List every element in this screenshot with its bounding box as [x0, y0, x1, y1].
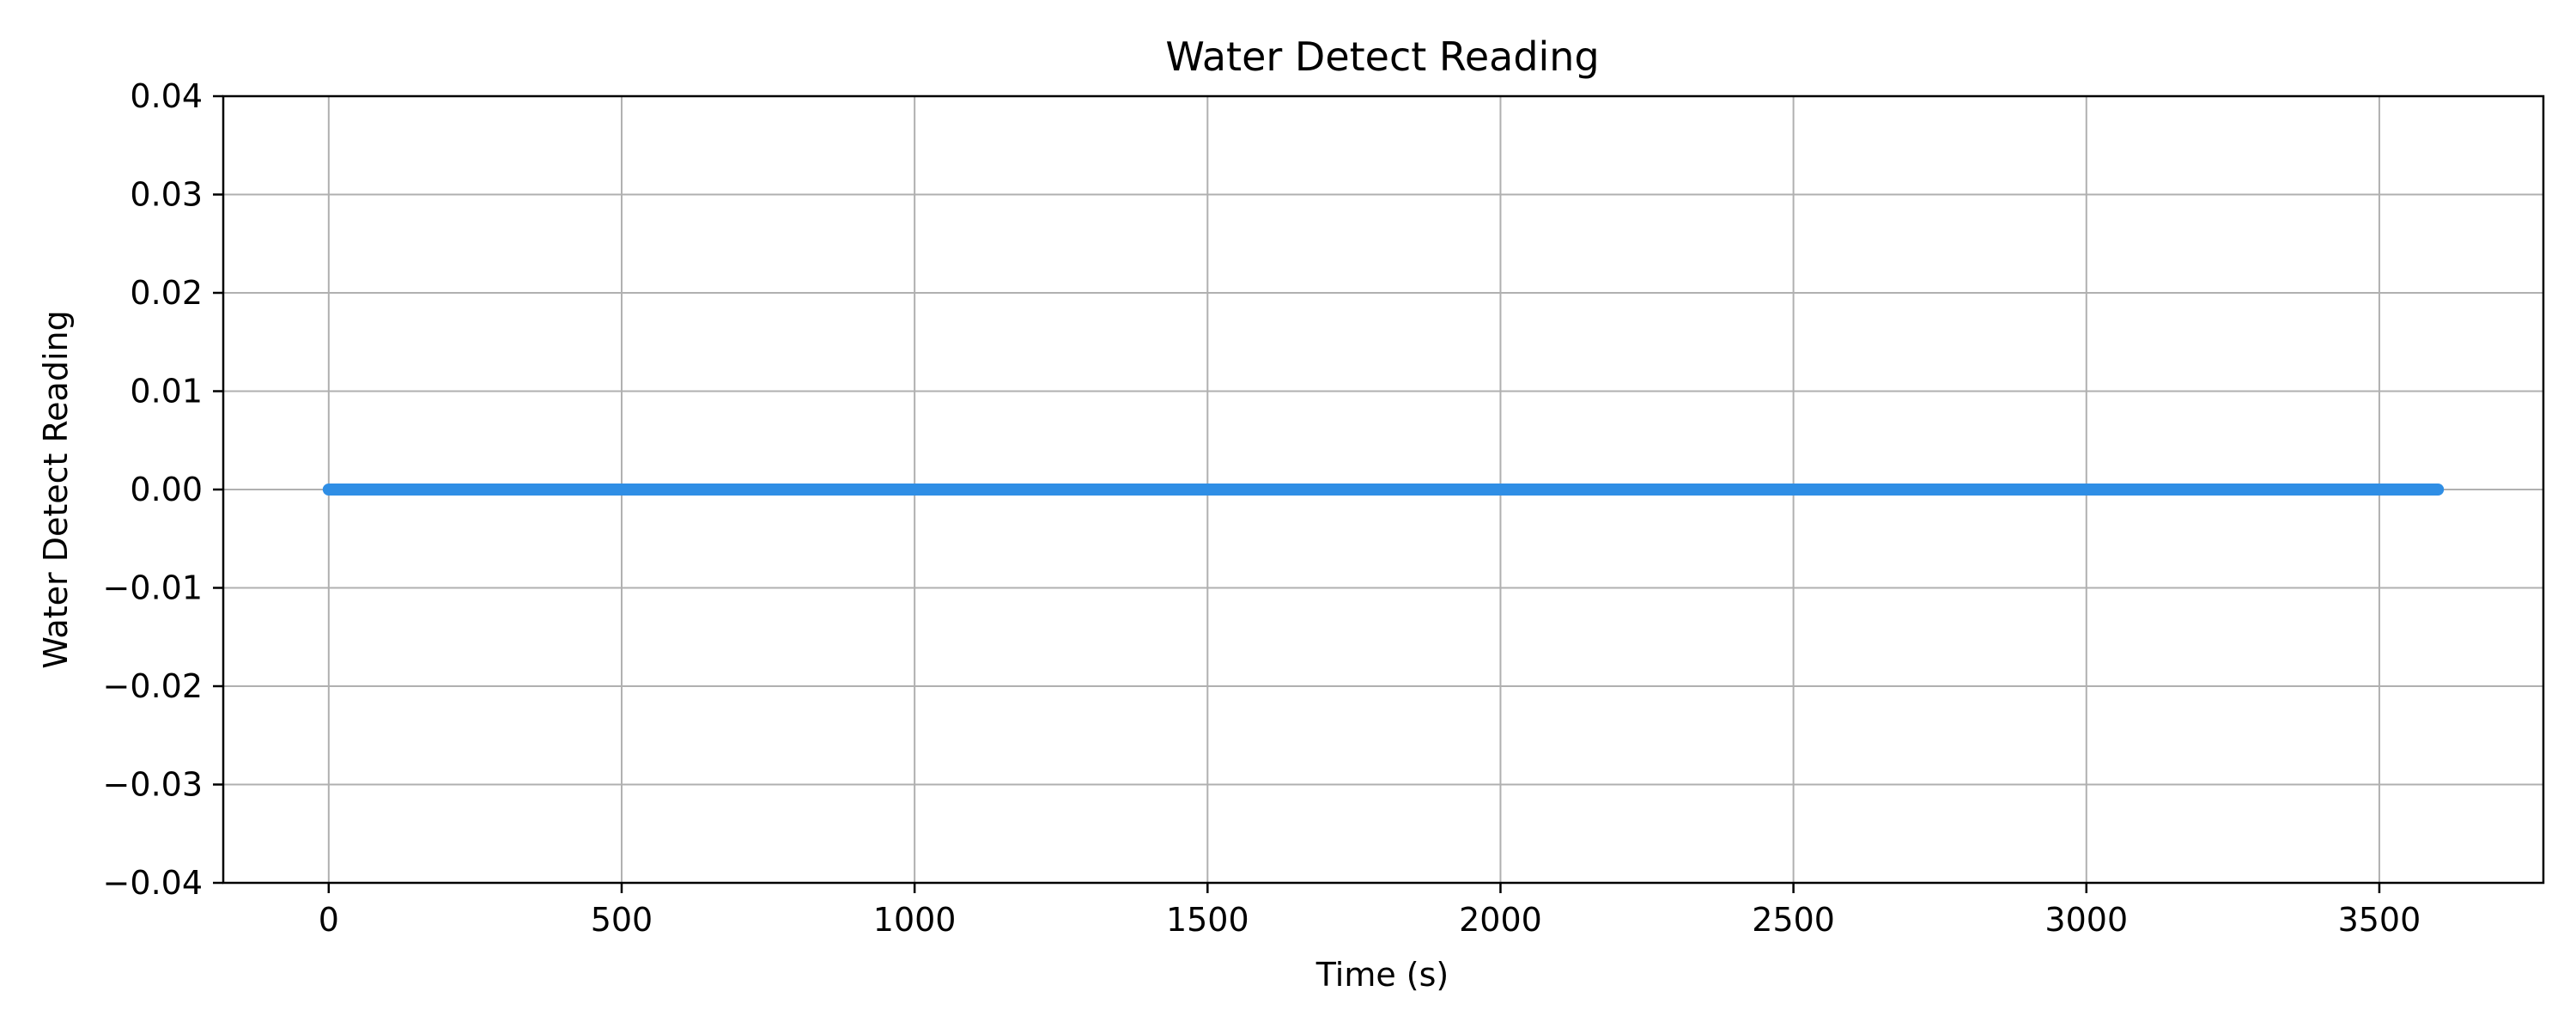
- y-tick-label: −0.04: [103, 864, 203, 902]
- x-tick-label: 3500: [2338, 901, 2421, 939]
- y-tick-label: −0.01: [103, 569, 203, 607]
- x-tick-label: 0: [319, 901, 339, 939]
- y-tick-label: −0.03: [103, 766, 203, 804]
- x-axis-label: Time (s): [1315, 956, 1449, 994]
- x-tick-label: 1500: [1166, 901, 1249, 939]
- y-tick-label: −0.02: [103, 667, 203, 705]
- y-tick-label: 0.01: [130, 373, 203, 411]
- x-tick-label: 500: [591, 901, 653, 939]
- y-axis: −0.04 −0.03 −0.02 −0.01 0.00 0.01 0.02 0.03 0.04: [103, 77, 223, 902]
- y-tick-label: 0.02: [130, 274, 203, 312]
- chart-title: Water Detect Reading: [1165, 33, 1599, 80]
- x-tick-label: 3000: [2044, 901, 2128, 939]
- y-tick-label: 0.00: [130, 471, 203, 508]
- y-tick-label: 0.04: [130, 77, 203, 115]
- x-tick-label: 1000: [873, 901, 957, 939]
- y-tick-label: 0.03: [130, 176, 203, 214]
- x-tick-label: 2500: [1752, 901, 1835, 939]
- x-tick-label: 2000: [1459, 901, 1542, 939]
- x-axis: 0 500 1000 1500 2000 2500 3000 3500: [319, 883, 2421, 939]
- y-axis-label: Water Detect Reading: [37, 310, 75, 668]
